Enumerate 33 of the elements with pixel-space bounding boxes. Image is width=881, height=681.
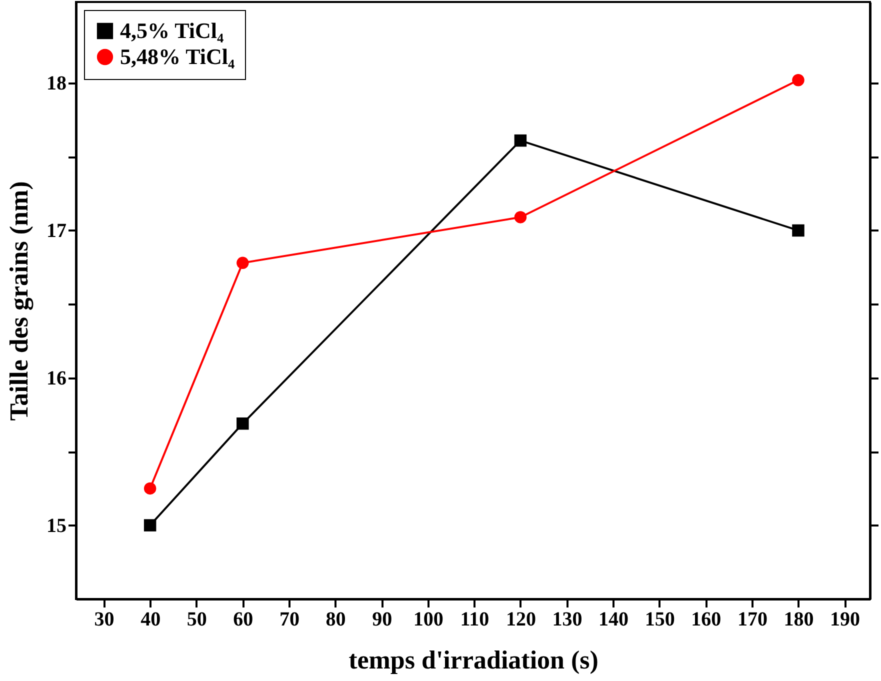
x-tick-label: 30 — [94, 608, 114, 630]
x-tick-label: 50 — [186, 608, 207, 630]
y-tick-label: 17 — [46, 220, 66, 242]
point — [144, 482, 156, 495]
x-tick-label: 110 — [460, 608, 490, 630]
x-tick-label: 180 — [784, 608, 814, 630]
x-tick-label: 60 — [233, 608, 254, 630]
x-tick-label: 160 — [691, 608, 722, 630]
x-tick-label: 140 — [598, 608, 629, 630]
x-tick-label: 120 — [506, 608, 536, 630]
y-tick-label: 18 — [46, 72, 66, 95]
legend-label: 4,5% TiCl₄ — [120, 18, 224, 43]
point — [236, 256, 249, 270]
x-tick-label: 190 — [830, 608, 860, 630]
x-tick-label: 150 — [644, 608, 675, 630]
point — [514, 211, 527, 224]
x-tick-label: 70 — [279, 608, 300, 630]
x-tick-label: 80 — [326, 608, 346, 630]
point — [514, 134, 527, 147]
y-tick-label: 16 — [46, 367, 66, 390]
legend-label: 5,48% TiCl₄ — [120, 44, 235, 69]
y-axis-title: Taille des grains (nm) — [4, 181, 34, 421]
x-tick-label: 100 — [413, 608, 444, 630]
x-tick-label: 90 — [372, 608, 392, 630]
point — [792, 74, 804, 86]
x-tick-label: 130 — [552, 608, 582, 630]
point — [792, 224, 804, 237]
y-tick-label: 15 — [46, 514, 66, 537]
x-tick-label: 170 — [737, 608, 768, 630]
x-axis-title: temps d'irradiation (s) — [348, 646, 598, 674]
point — [236, 417, 249, 430]
x-tick-label: 40 — [140, 608, 161, 630]
point — [144, 519, 156, 532]
